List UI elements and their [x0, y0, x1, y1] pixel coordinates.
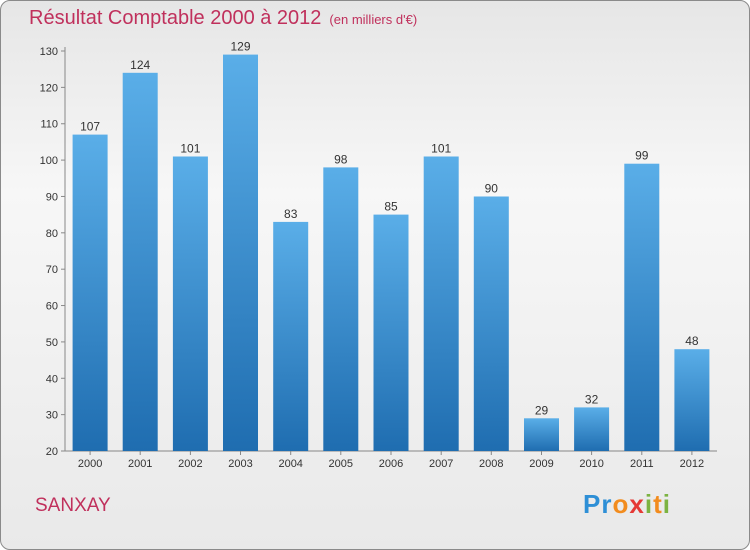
x-tick-label: 2003: [228, 458, 252, 470]
logo-letter: P: [583, 489, 602, 519]
proxiti-logo: Proxiti: [583, 489, 671, 520]
x-tick-label: 2006: [379, 458, 403, 470]
logo-letter: i: [662, 489, 671, 519]
x-tick-label: 2004: [278, 458, 302, 470]
bar-2003: [223, 54, 258, 451]
x-tick-label: 2008: [479, 458, 503, 470]
x-tick-label: 2002: [178, 458, 202, 470]
bar-2012: [674, 349, 710, 451]
bar-value-label: 124: [130, 58, 150, 72]
logo-letter: x: [629, 489, 645, 519]
x-tick-label: 2012: [680, 458, 704, 470]
x-tick-label: 2007: [429, 458, 453, 470]
bar-value-label: 48: [685, 334, 699, 348]
y-tick-label: 40: [46, 373, 58, 385]
logo-letter: r: [601, 489, 613, 519]
y-tick-label: 20: [46, 446, 58, 458]
bar-2006: [373, 214, 409, 451]
bar-2007: [423, 156, 459, 451]
bar-value-label: 98: [334, 152, 348, 166]
bar-2001: [122, 72, 158, 452]
bar-value-label: 85: [384, 200, 398, 214]
y-tick-label: 60: [46, 301, 58, 313]
logo-letter: i: [644, 489, 654, 519]
y-tick-label: 110: [40, 119, 58, 131]
bar-value-label: 83: [284, 207, 298, 221]
bar-value-label: 99: [635, 149, 649, 163]
bar-value-label: 129: [230, 40, 250, 54]
bar-value-label: 29: [535, 403, 549, 417]
y-tick-label: 100: [40, 155, 58, 167]
y-tick-label: 70: [46, 264, 58, 276]
y-tick-label: 130: [40, 46, 58, 58]
bar-2005: [323, 167, 359, 451]
bar-value-label: 90: [485, 182, 499, 196]
x-tick-label: 2001: [128, 458, 152, 470]
bar-2008: [473, 196, 509, 451]
bar-2009: [524, 418, 559, 451]
y-tick-label: 80: [46, 228, 58, 240]
x-tick-label: 2000: [78, 458, 102, 470]
bar-value-label: 101: [180, 142, 200, 156]
commune-name: SANXAY: [35, 495, 111, 516]
x-tick-label: 2005: [329, 458, 353, 470]
chart-title-text: Résultat Comptable 2000 à 2012: [29, 7, 322, 29]
chart-subtitle: (en milliers d'€): [329, 12, 418, 27]
chart-title: Résultat Comptable 2000 à 2012 (en millie…: [29, 7, 417, 30]
logo-letter: t: [653, 489, 663, 519]
bar-2011: [624, 163, 660, 451]
y-tick-label: 30: [46, 410, 58, 422]
logo-letter: o: [612, 489, 630, 519]
bar-value-label: 101: [431, 142, 451, 156]
bar-value-label: 107: [80, 120, 100, 134]
x-tick-label: 2011: [630, 458, 654, 470]
x-tick-label: 2010: [579, 458, 603, 470]
y-tick-label: 90: [46, 191, 58, 203]
bar-2010: [574, 407, 610, 451]
y-tick-label: 50: [46, 337, 58, 349]
bar-value-label: 32: [585, 392, 599, 406]
bar-2004: [273, 221, 309, 451]
x-tick-label: 2009: [529, 458, 553, 470]
bar-2002: [172, 156, 208, 451]
bar-2000: [72, 134, 108, 451]
y-tick-label: 120: [40, 82, 58, 94]
